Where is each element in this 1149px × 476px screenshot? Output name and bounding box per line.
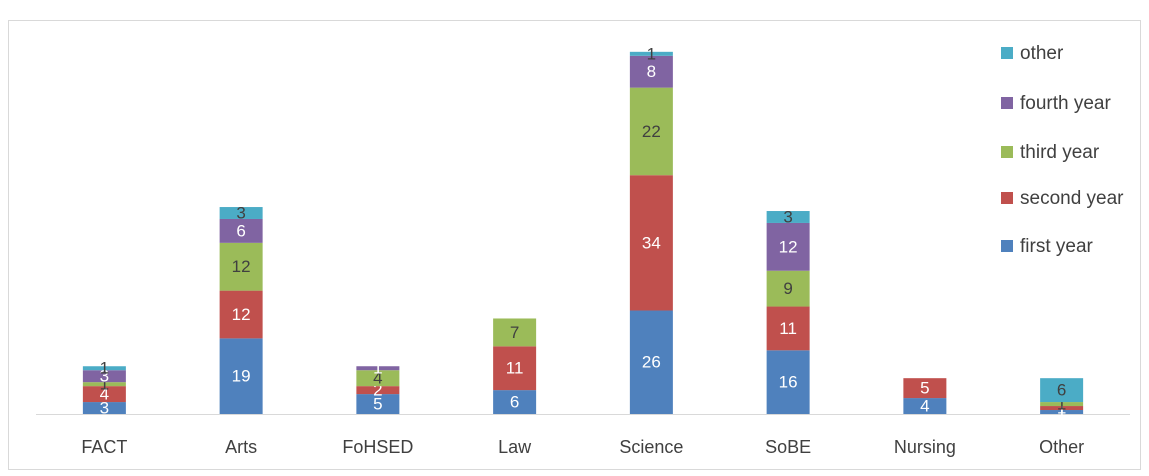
- data-label: 4: [373, 369, 382, 388]
- data-label: 7: [510, 323, 519, 342]
- bar-segment: [219, 218, 263, 243]
- bar-segment: [493, 346, 537, 391]
- data-label: 9: [783, 279, 792, 298]
- data-label: 19: [232, 367, 251, 386]
- legend-swatch: [1001, 47, 1013, 59]
- data-label: 4: [100, 385, 109, 404]
- legend-swatch: [1001, 240, 1013, 252]
- data-label: 1: [1057, 395, 1066, 414]
- bar-segment: [629, 55, 673, 88]
- x-tick-label: Nursing: [894, 437, 956, 457]
- data-label: 16: [779, 373, 798, 392]
- bar-segment: [1040, 378, 1084, 403]
- data-label: 1: [373, 359, 382, 378]
- legend-label: first year: [1020, 236, 1094, 257]
- bar-segment: [82, 370, 126, 383]
- data-label: 26: [642, 353, 661, 372]
- data-label: 1: [647, 44, 656, 63]
- data-label: 2: [373, 381, 382, 400]
- chart-border: [8, 20, 1141, 470]
- data-label: 5: [373, 395, 382, 414]
- x-tick-label: FoHSED: [342, 437, 413, 457]
- bar-segment: [629, 51, 673, 56]
- bar-segment: [1040, 410, 1084, 414]
- x-tick-label: Science: [619, 437, 683, 457]
- bar-segment: [629, 175, 673, 311]
- bar-segment: [903, 398, 947, 414]
- data-label: 6: [1057, 381, 1066, 400]
- data-label: 12: [779, 237, 798, 256]
- bar-segment: [629, 310, 673, 414]
- bar-segment: [1040, 406, 1084, 411]
- bar-segment: [82, 366, 126, 371]
- x-tick-label: Other: [1039, 437, 1084, 457]
- bar-segment: [493, 318, 537, 347]
- legend-label: fourth year: [1020, 93, 1111, 114]
- bar-segment: [356, 394, 400, 414]
- bar-segment: [219, 290, 263, 339]
- data-label: 11: [779, 319, 797, 338]
- data-label: 12: [232, 257, 251, 276]
- x-tick-label: Arts: [225, 437, 257, 457]
- data-label: 3: [236, 203, 245, 222]
- bar-segment: [219, 207, 263, 219]
- bar-segment: [356, 386, 400, 395]
- data-label: 1: [1057, 402, 1066, 421]
- bar-segment: [766, 222, 810, 271]
- bar-segment: [903, 378, 947, 399]
- data-label: 3: [100, 367, 109, 386]
- bar-segment: [82, 386, 126, 403]
- bar-segment: [356, 366, 400, 371]
- legend-swatch: [1001, 192, 1013, 204]
- bar-segment: [219, 242, 263, 291]
- bar-segment: [766, 211, 810, 223]
- x-tick-label: Law: [498, 437, 532, 457]
- data-label: 6: [510, 393, 519, 412]
- bar-segment: [356, 370, 400, 387]
- data-label: 11: [506, 359, 524, 378]
- data-label: 3: [100, 399, 109, 418]
- data-label: 34: [642, 233, 661, 252]
- bar-segment: [766, 306, 810, 351]
- data-label: 1: [1057, 399, 1066, 418]
- legend-label: third year: [1020, 142, 1100, 163]
- data-label: 1: [100, 375, 109, 394]
- legend-label: other: [1020, 43, 1064, 64]
- data-label: 12: [232, 305, 251, 324]
- legend-swatch: [1001, 97, 1013, 109]
- data-label: 6: [236, 221, 245, 240]
- bar-segment: [493, 390, 537, 414]
- bar-segment: [629, 87, 673, 176]
- legend-swatch: [1001, 146, 1013, 158]
- data-label: 8: [647, 62, 656, 81]
- bar-segment: [1040, 402, 1084, 407]
- x-tick-label: FACT: [81, 437, 127, 457]
- data-label: 3: [783, 207, 792, 226]
- data-label: 22: [642, 122, 661, 141]
- data-label: 5: [920, 379, 929, 398]
- bar-segment: [82, 382, 126, 387]
- bar-segment: [766, 270, 810, 307]
- legend-label: second year: [1020, 188, 1124, 209]
- bar-segment: [82, 402, 126, 414]
- data-label: 1: [100, 359, 109, 378]
- bar-segment: [219, 338, 263, 414]
- bar-segment: [766, 350, 810, 414]
- data-label: 4: [920, 397, 929, 416]
- x-tick-label: SoBE: [765, 437, 811, 457]
